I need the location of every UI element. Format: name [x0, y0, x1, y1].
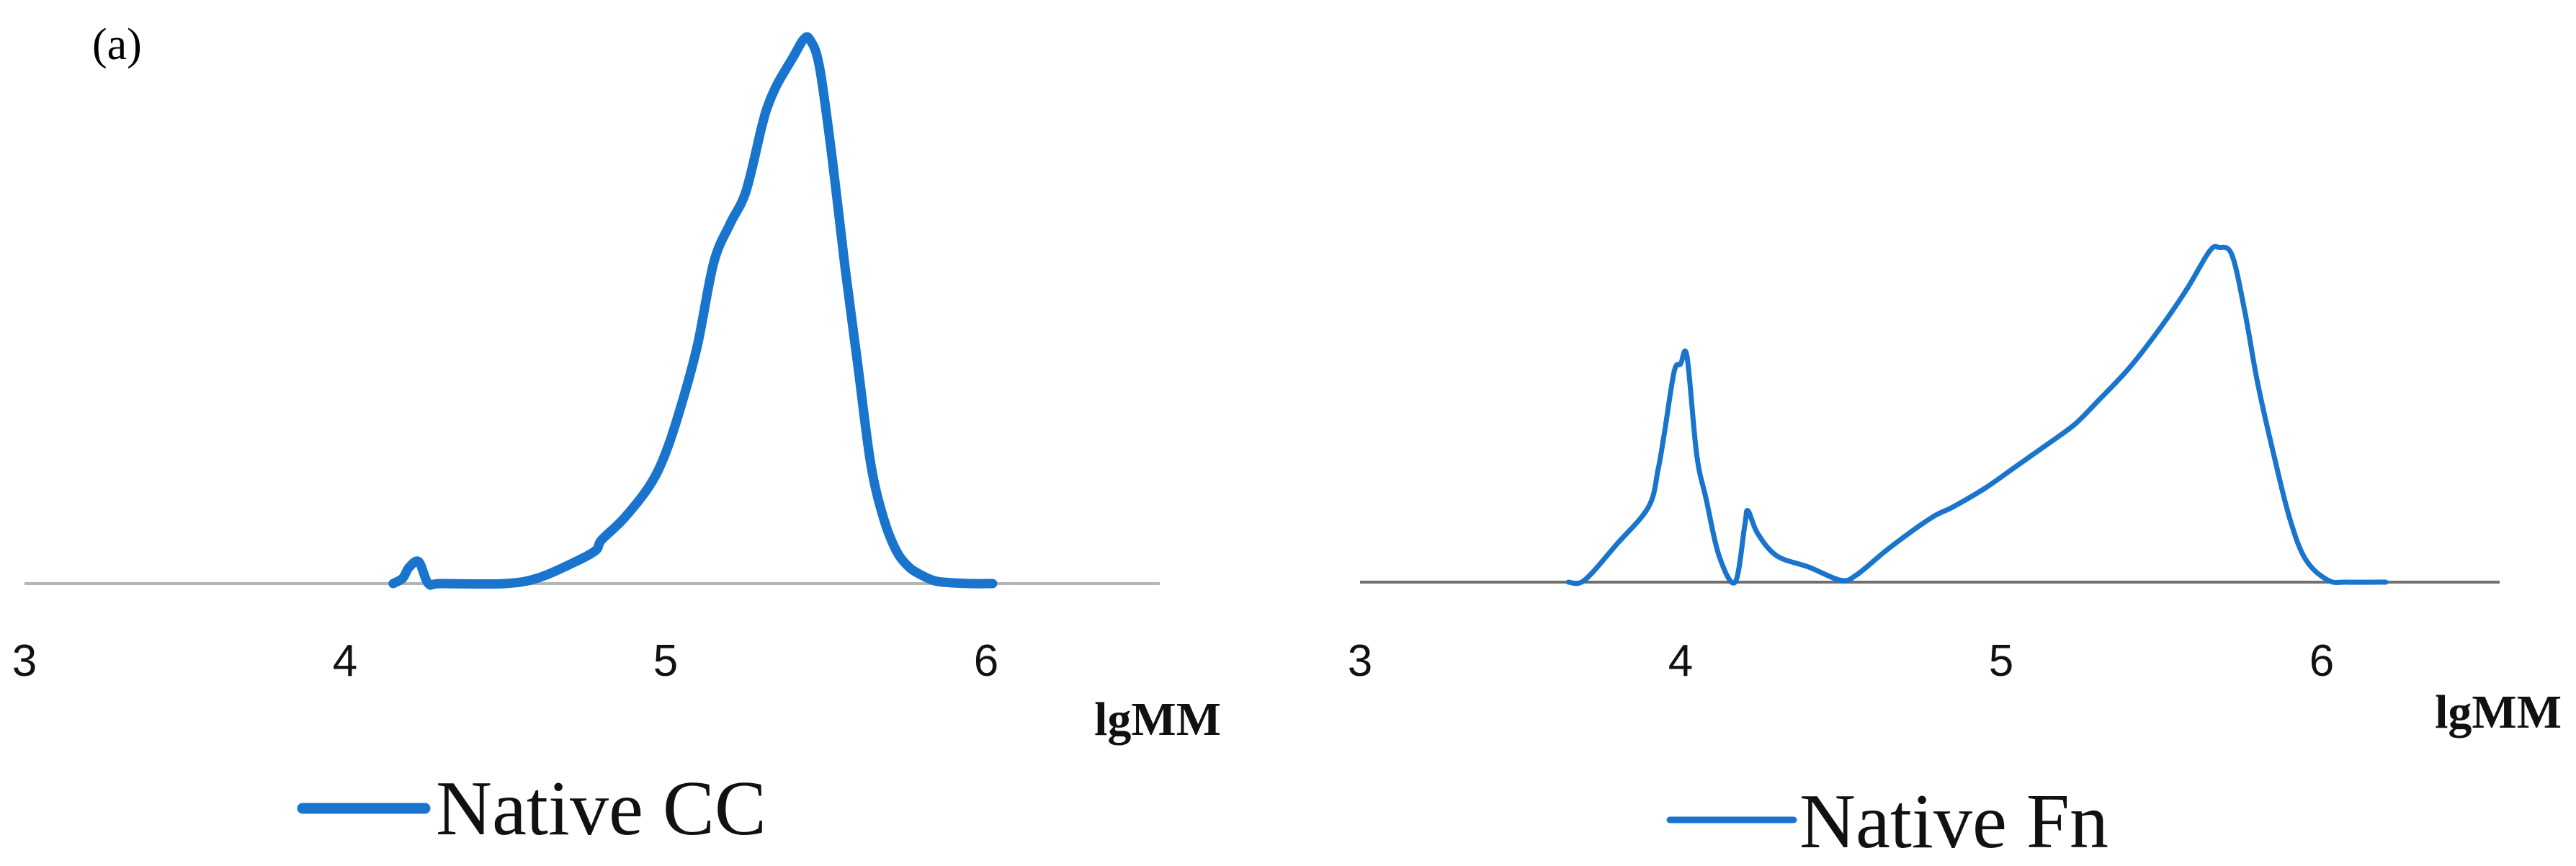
chart-native-fn: 3 4 5 6 lgMM Native Fn [1348, 244, 2562, 865]
x-axis-title: lgMM [1094, 693, 1221, 746]
x-tick-label: 5 [653, 636, 678, 686]
x-tick-label: 6 [2309, 636, 2334, 686]
x-tick-label: 5 [1989, 636, 2013, 686]
x-axis-title: lgMM [2435, 686, 2562, 738]
x-tick-label: 4 [1668, 636, 1693, 686]
x-tick-label: 6 [974, 636, 998, 686]
series-line [388, 32, 998, 590]
x-tick-label: 3 [12, 636, 37, 686]
x-tick-label: 4 [333, 636, 357, 686]
chart-native-cc: 3 4 5 6 lgMM Native CC [12, 32, 1221, 852]
series-line [1565, 244, 2389, 586]
panel-label: (a) [92, 20, 142, 69]
x-tick-label: 3 [1348, 636, 1372, 686]
legend-label: Native CC [436, 766, 766, 852]
legend-label: Native Fn [1799, 779, 2108, 865]
